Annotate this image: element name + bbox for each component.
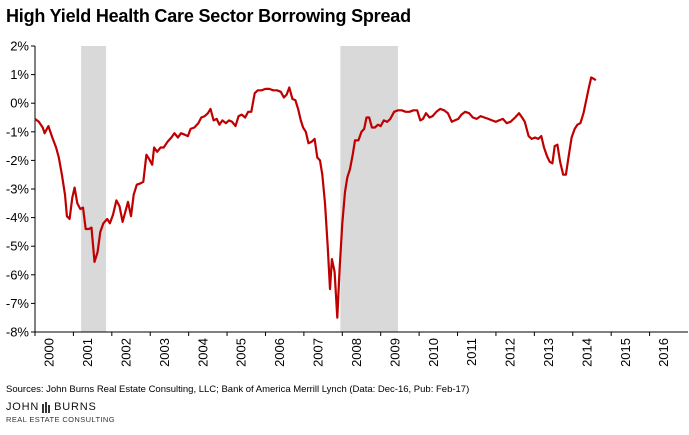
x-tick-label: 2010: [426, 338, 441, 367]
logo-text-burns: BURNS: [54, 401, 97, 413]
x-tick-label: 2009: [387, 338, 402, 367]
y-tick-label: -4%: [6, 210, 30, 225]
x-tick-label: 2004: [195, 338, 210, 367]
x-tick-label: 2002: [118, 338, 133, 367]
y-tick-label: -6%: [6, 267, 30, 282]
x-tick-label: 2011: [464, 338, 479, 366]
y-tick-label: -3%: [6, 182, 30, 197]
company-logo: JOHN BURNS REAL ESTATE CONSULTING: [6, 401, 126, 431]
logo-tagline: REAL ESTATE CONSULTING: [6, 415, 115, 424]
x-tick-label: 2015: [618, 338, 633, 367]
y-tick-label: 1%: [10, 67, 29, 82]
chart-title: High Yield Health Care Sector Borrowing …: [6, 6, 411, 26]
x-tick-label: 2000: [42, 338, 57, 367]
axes: [31, 45, 688, 336]
series-line-0: [34, 76, 597, 319]
logo-text-john: JOHN: [6, 401, 40, 413]
x-tick-label: 2008: [349, 338, 364, 367]
y-tick-label: -2%: [6, 153, 30, 168]
x-tick-label: 2013: [541, 338, 556, 367]
recession-shading: [81, 46, 398, 332]
x-tick-label: 2012: [503, 338, 518, 367]
x-tick-label: 2007: [311, 338, 326, 367]
y-tick-label: -5%: [6, 239, 30, 254]
y-tick-labels: 2% 1% 0% -1% -2% -3% -4% -5% -6% -7% -8%: [6, 39, 30, 340]
y-tick-label: -7%: [6, 296, 30, 311]
chart: 2%1%0%-1%-2%-3%-4%-5%-6%-7%-8% 2000 2001 2…: [6, 39, 688, 367]
y-tick-label: 2%: [10, 39, 29, 54]
x-tick-label: 2006: [272, 338, 287, 367]
x-tick-label: 2016: [656, 338, 671, 367]
y-tick-label: -1%: [6, 124, 30, 139]
x-tick-label: 2003: [157, 338, 172, 367]
x-tick-label: 2005: [234, 338, 249, 367]
logo-mark-icon: [42, 401, 51, 413]
recession-band-1: [340, 46, 398, 332]
x-tick-label: 2001: [80, 338, 95, 367]
series-lines: [34, 76, 597, 319]
x-tick-label: 2014: [579, 338, 594, 367]
recession-band-0: [81, 46, 107, 332]
sources-note: Sources: John Burns Real Estate Consulti…: [6, 384, 470, 395]
y-tick-label: 0%: [10, 96, 29, 111]
x-tick-labels: 2000 2001 2002 2003 2004 2005 2006 2007 2008 2009…: [42, 338, 672, 367]
y-tick-label: -8%: [6, 325, 30, 340]
